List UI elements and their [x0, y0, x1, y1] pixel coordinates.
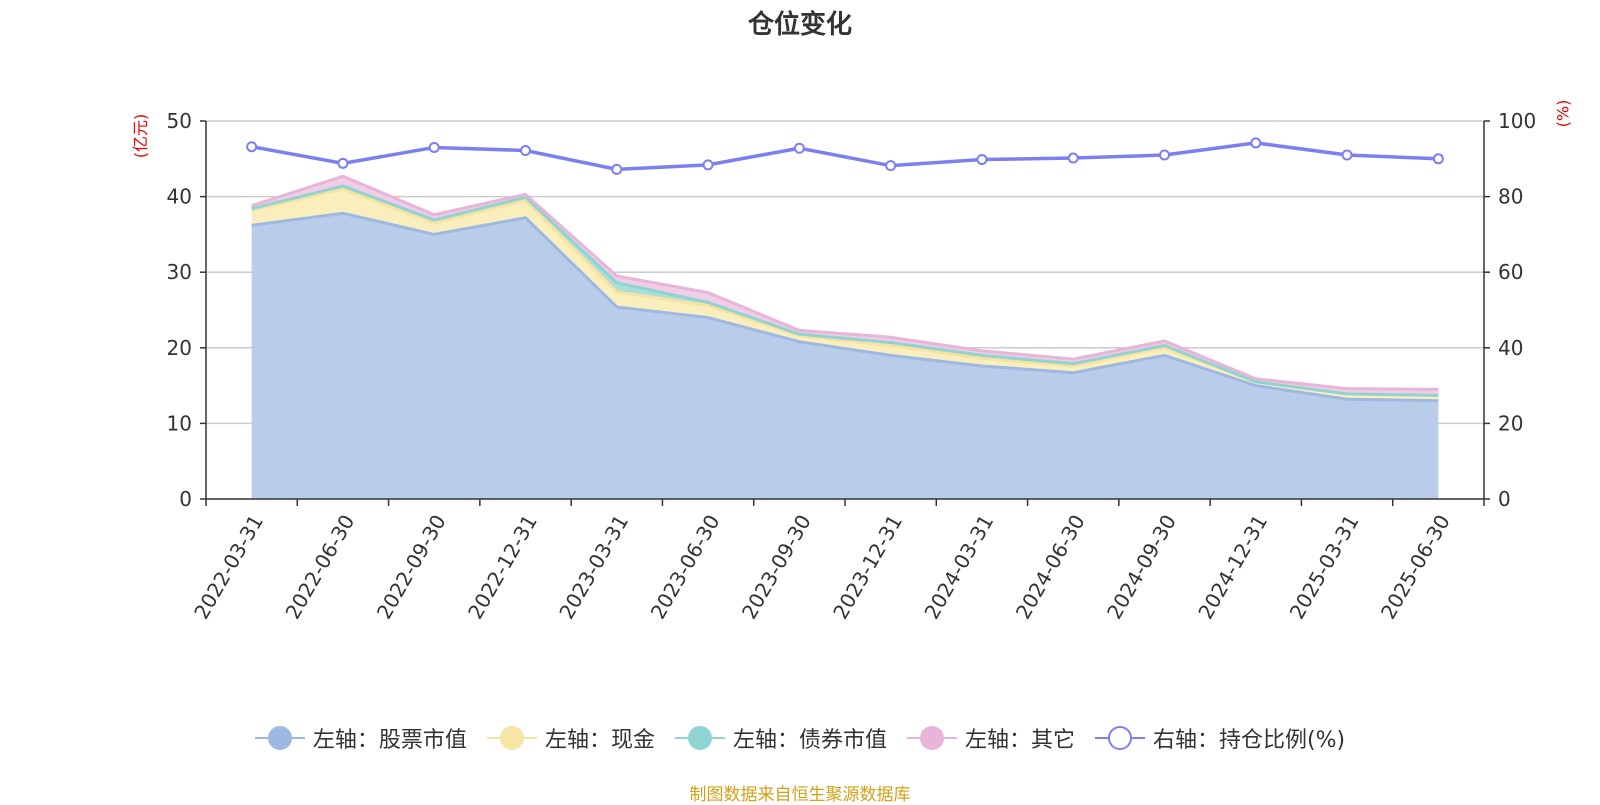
right-axis-tick-label: 0 — [1498, 487, 1511, 511]
ratio-point — [1432, 153, 1444, 165]
left-axis-tick-label: 30 — [167, 260, 192, 284]
x-axis-tick-label: 2023-06-30 — [646, 511, 725, 624]
series-line-左轴：其它 — [251, 174, 1439, 391]
left-axis-tick-label: 20 — [167, 336, 192, 360]
right-axis-tick-label: 20 — [1498, 411, 1523, 435]
ratio-point — [337, 157, 349, 169]
left-axis-tick-label: 10 — [167, 411, 192, 435]
x-axis-tick-label: 2023-09-30 — [737, 511, 816, 624]
ratio-point — [1067, 152, 1079, 164]
ratio-line — [251, 141, 1439, 172]
legend-label-ratio: 右轴：持仓比例(%) — [1152, 728, 1346, 753]
legend-label-stock: 左轴：股票市值 — [312, 728, 467, 753]
area-左轴：股票市值 — [251, 213, 1439, 499]
legend-marker-cash — [486, 725, 537, 751]
left-axis-tick-label: 40 — [167, 185, 192, 209]
legend-item-bond[interactable]: 左轴：债券市值 — [674, 722, 887, 754]
left-axis-tick-label: 50 — [167, 109, 192, 133]
right-axis-tick-label: 80 — [1498, 185, 1523, 209]
x-axis-tick-label: 2022-03-31 — [189, 511, 268, 624]
left-axis-tick-label: 0 — [179, 487, 192, 511]
x-axis-tick-label: 2024-03-31 — [919, 511, 998, 624]
right-axis-tick-label: 100 — [1498, 109, 1536, 133]
right-axis-tick-label: 40 — [1498, 336, 1523, 360]
legend-label-cash: 左轴：现金 — [544, 728, 655, 753]
ratio-point — [976, 154, 988, 166]
ratio-point — [246, 141, 258, 153]
x-axis-tick-label: 2023-12-31 — [828, 511, 907, 624]
legend-label-bond: 左轴：债券市值 — [732, 728, 887, 753]
legend-label-other: 左轴：其它 — [964, 728, 1075, 753]
ratio-point — [793, 142, 805, 154]
series-line-左轴：股票市值 — [251, 211, 1439, 403]
legend-item-stock[interactable]: 左轴：股票市值 — [254, 722, 467, 754]
area-左轴：现金 — [251, 189, 1439, 401]
x-axis-tick-label: 2024-09-30 — [1102, 511, 1181, 624]
legend-item-ratio[interactable]: 右轴：持仓比例(%) — [1094, 722, 1346, 754]
ratio-point — [611, 163, 623, 175]
chart-title: 仓位变化 — [747, 10, 852, 40]
x-axis-tick-label: 2025-03-31 — [1285, 511, 1364, 624]
ratio-point — [1341, 149, 1353, 161]
legend-marker-other — [906, 725, 957, 751]
x-axis-tick-label: 2022-06-30 — [280, 511, 359, 624]
x-axis-tick-label: 2024-06-30 — [1011, 511, 1090, 624]
legend-marker-ratio — [1094, 725, 1145, 751]
ratio-point — [1250, 137, 1262, 149]
legend-marker-stock — [254, 725, 305, 751]
ratio-point — [428, 141, 440, 153]
x-axis-tick-label: 2022-12-31 — [463, 511, 542, 624]
legend-marker-bond — [674, 725, 725, 751]
ratio-point — [885, 160, 897, 172]
ratio-point — [1159, 149, 1170, 161]
data-source-note: 制图数据来自恒生聚源数据库 — [689, 785, 911, 805]
x-axis-tick-label: 2023-03-31 — [554, 511, 633, 624]
ratio-point — [702, 159, 714, 171]
x-axis-tick-label: 2024-12-31 — [1193, 511, 1272, 624]
legend-item-cash[interactable]: 左轴：现金 — [486, 722, 655, 754]
right-axis-tick-label: 60 — [1498, 260, 1523, 284]
legend-item-other[interactable]: 左轴：其它 — [906, 722, 1075, 754]
legend: 左轴：股票市值 左轴：现金 左轴：债券市值 左轴：其它 右轴：持仓比例(%) — [0, 722, 1600, 754]
series-line-左轴：债券市值 — [251, 184, 1439, 397]
x-axis-tick-label: 2025-06-30 — [1376, 511, 1455, 624]
x-axis-tick-label: 2022-09-30 — [372, 511, 451, 624]
ratio-point — [520, 144, 531, 156]
